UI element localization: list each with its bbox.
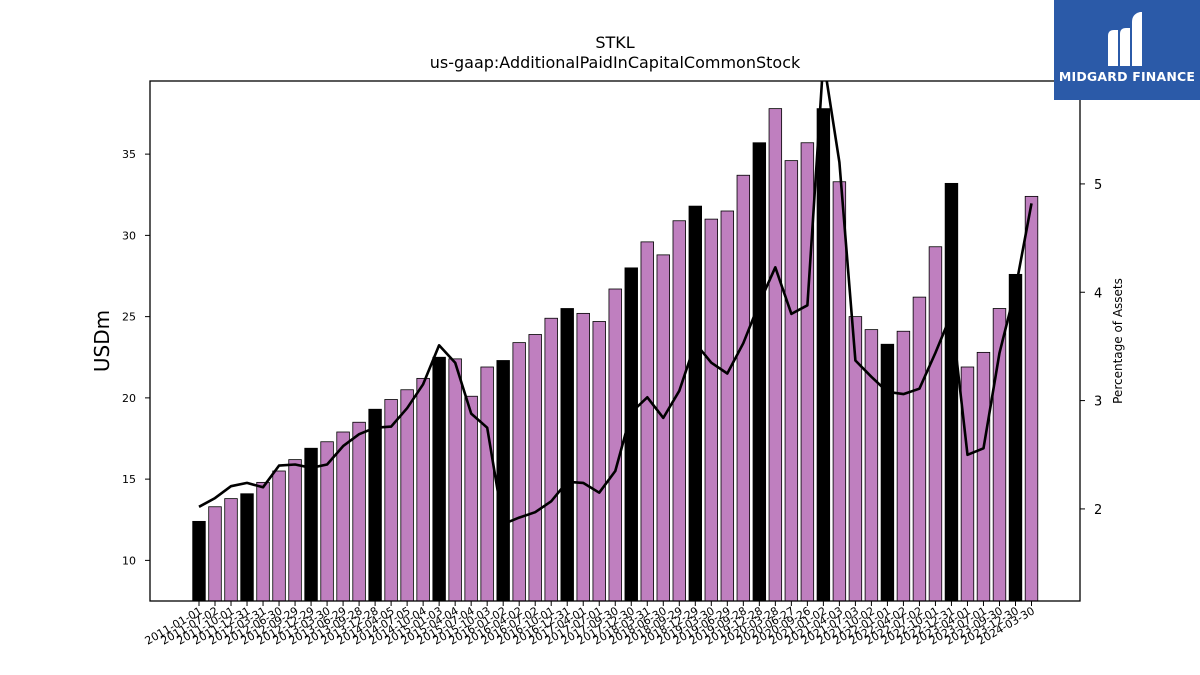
bar-2018-12-29	[688, 205, 702, 602]
y-tick-label: 30	[122, 229, 136, 242]
bar-2016-01-02	[496, 360, 510, 602]
bar-2015-10-03	[480, 366, 494, 602]
bar-2021-04-03	[832, 181, 847, 602]
y2-tick-label: 3	[1094, 395, 1102, 410]
bar-2015-07-04	[464, 395, 478, 602]
bar-2016-04-02	[512, 342, 526, 602]
bar-2021-01-02	[816, 108, 831, 602]
bar-2015-01-03	[432, 356, 446, 602]
line-series-group	[198, 81, 1033, 526]
chart-title: STKL	[595, 33, 634, 52]
y2-tick-label: 2	[1094, 503, 1102, 518]
bar-2018-06-30	[656, 254, 670, 602]
bar-2012-03-31	[256, 481, 270, 602]
y2-tick-label: 4	[1094, 286, 1102, 301]
bar-2019-06-29	[720, 210, 735, 602]
bar-2017-09-30	[608, 288, 622, 602]
x-axis-ticks: 2011-01-012011-07-022011-10-012011-12-31…	[143, 601, 1037, 648]
bar-2019-09-28	[736, 174, 751, 602]
y-tick-label: 35	[122, 148, 136, 161]
bar-2024-03-30	[1024, 195, 1039, 602]
bar-2014-04-05	[384, 399, 398, 602]
bar-2018-09-29	[672, 220, 686, 602]
bar-2019-03-30	[704, 218, 719, 602]
bar-2011-10-01	[224, 498, 238, 602]
bar-2023-12-30	[1008, 273, 1023, 602]
bar-2017-04-01	[576, 312, 590, 602]
bar-2014-07-05	[400, 389, 414, 602]
brand-logo: MIDGARD FINANCE	[1054, 0, 1200, 100]
bar-2016-07-02	[528, 334, 542, 602]
bar-2011-12-31	[240, 493, 254, 602]
y-tick-label: 20	[122, 392, 136, 405]
percentage-of-assets-line	[198, 81, 1033, 526]
bar-2017-07-01	[592, 321, 606, 602]
chart-subtitle: us-gaap:AdditionalPaidInCapitalCommonSto…	[430, 53, 801, 72]
bar-2016-12-31	[560, 308, 574, 602]
bar-2012-09-29	[288, 459, 302, 602]
bar-2012-06-30	[272, 470, 286, 602]
bar-2013-09-28	[352, 421, 366, 602]
y2-axis-label: Percentage of Assets	[1111, 278, 1125, 404]
bar-2011-07-02	[208, 506, 222, 602]
bar-2022-07-02	[912, 296, 927, 602]
bar-2013-12-28	[368, 408, 382, 602]
y-tick-label: 15	[122, 473, 136, 486]
bar-2022-01-01	[880, 343, 895, 602]
bar-2023-04-01	[960, 366, 975, 602]
logo-mark-icon	[1108, 12, 1142, 66]
bar-2013-06-29	[336, 431, 350, 602]
bar-2022-04-02	[896, 330, 911, 602]
bar-2018-03-31	[640, 241, 654, 602]
brand-name: MIDGARD FINANCE	[1058, 69, 1196, 84]
bar-2012-12-29	[304, 447, 318, 602]
bars-group	[192, 108, 1039, 602]
bar-2020-09-26	[800, 142, 815, 602]
bar-2015-04-04	[448, 358, 462, 602]
bar-2016-10-01	[544, 317, 558, 602]
y-tick-label: 10	[122, 554, 136, 567]
y-axis-label: USDm	[90, 310, 114, 372]
bar-2014-10-04	[416, 377, 430, 602]
plot-frame	[149, 80, 1081, 602]
bar-2022-10-01	[928, 246, 943, 602]
bar-2020-06-27	[784, 160, 799, 602]
bar-2021-10-02	[864, 329, 879, 602]
bar-2023-07-01	[976, 351, 991, 602]
y2-axis-ticks: 2 3 4 5	[1080, 178, 1102, 518]
bar-2022-12-31	[944, 182, 959, 602]
bar-2017-12-30	[624, 267, 638, 602]
y-tick-label: 25	[122, 311, 136, 324]
bar-2019-12-28	[752, 142, 767, 602]
y2-tick-label: 5	[1094, 178, 1102, 193]
bar-2011-01-01	[192, 520, 206, 602]
y-axis-ticks: 10 15 20 25 30 35	[122, 148, 150, 567]
bar-2020-03-28	[768, 108, 783, 602]
